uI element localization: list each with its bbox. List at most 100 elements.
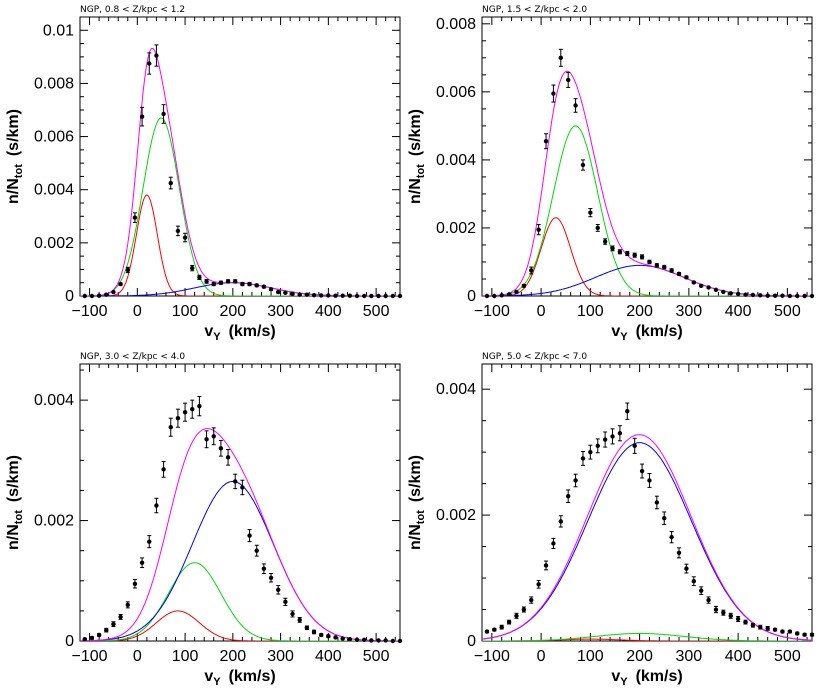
y-axis-label: n/Ntot (s/km) bbox=[407, 109, 427, 204]
data-point bbox=[154, 53, 159, 58]
data-point bbox=[728, 291, 733, 296]
y-axis-label-sub: tot bbox=[415, 164, 427, 178]
data-point bbox=[340, 636, 345, 641]
data-point bbox=[625, 251, 630, 256]
x-axis-label: vY (km/s) bbox=[611, 323, 682, 343]
data-point bbox=[111, 621, 116, 627]
y-axis-label-main: n/N bbox=[407, 178, 424, 204]
data-point bbox=[326, 633, 331, 639]
data-point bbox=[390, 638, 396, 644]
data-point bbox=[551, 91, 556, 96]
x-axis-label: vY (km/s) bbox=[204, 323, 275, 343]
data-point bbox=[233, 479, 238, 484]
data-point bbox=[632, 443, 637, 449]
x-tick-label: 400 bbox=[315, 648, 342, 665]
data-point bbox=[225, 279, 231, 284]
curve-halo bbox=[482, 442, 812, 641]
data-point bbox=[662, 516, 667, 521]
data-point bbox=[514, 289, 519, 295]
data-point bbox=[684, 566, 689, 571]
x-tick-label: 100 bbox=[577, 648, 604, 665]
x-axis-label-sub: Y bbox=[213, 676, 221, 688]
data-point bbox=[610, 246, 615, 251]
data-point bbox=[662, 264, 667, 270]
data-point bbox=[154, 503, 159, 508]
data-point bbox=[369, 638, 374, 643]
data-point bbox=[691, 578, 696, 584]
data-point bbox=[311, 293, 317, 298]
data-point bbox=[161, 467, 166, 472]
data-point bbox=[182, 409, 188, 415]
data-point bbox=[118, 614, 123, 620]
data-point bbox=[588, 210, 593, 215]
data-point bbox=[536, 227, 541, 232]
data-point bbox=[304, 292, 310, 297]
data-point bbox=[354, 637, 360, 642]
x-axis-label: vY (km/s) bbox=[204, 668, 275, 688]
data-point bbox=[211, 281, 216, 287]
data-point bbox=[506, 292, 512, 297]
data-point bbox=[89, 635, 95, 641]
data-point bbox=[204, 279, 209, 284]
data-point bbox=[390, 293, 396, 299]
y-axis-label: n/Ntot (s/km) bbox=[5, 109, 25, 204]
data-point bbox=[499, 293, 504, 298]
data-point bbox=[698, 588, 704, 593]
x-tick-label: 400 bbox=[725, 303, 752, 320]
data-point bbox=[780, 293, 785, 298]
data-point bbox=[190, 406, 195, 412]
data-point bbox=[276, 587, 281, 593]
plot-frame bbox=[79, 363, 401, 642]
panel-title: NGP, 5.0 < Z/kpc < 7.0 bbox=[482, 352, 587, 362]
data-point bbox=[706, 285, 711, 290]
data-point bbox=[654, 263, 660, 268]
curve-thick-disk bbox=[482, 632, 812, 641]
data-point bbox=[750, 292, 756, 298]
y-axis-label-unit: (s/km) bbox=[5, 455, 22, 502]
data-point bbox=[276, 289, 281, 295]
data-point bbox=[326, 293, 331, 298]
data-point bbox=[175, 228, 181, 234]
x-axis-label-unit: (km/s) bbox=[636, 323, 683, 340]
panel-2: NGP, 1.5 < Z/kpc < 2.0−100 0 100 200 300 400 5… bbox=[407, 5, 815, 343]
data-point bbox=[333, 293, 338, 298]
x-tick-label: 300 bbox=[267, 303, 294, 320]
data-point bbox=[104, 627, 109, 633]
data-point bbox=[104, 292, 109, 297]
data-point bbox=[261, 566, 267, 571]
data-point bbox=[268, 575, 274, 580]
data-point bbox=[225, 455, 231, 460]
data-point bbox=[647, 478, 652, 483]
y-axis-label-main: n/N bbox=[5, 524, 22, 550]
x-tick-label: 0 bbox=[133, 648, 142, 665]
panel-title: NGP, 1.5 < Z/kpc < 2.0 bbox=[482, 5, 587, 15]
data-point bbox=[802, 632, 807, 637]
data-point bbox=[676, 550, 682, 556]
data-point bbox=[125, 602, 130, 608]
y-tick-label: 0.006 bbox=[34, 129, 74, 146]
data-point bbox=[565, 494, 571, 499]
data-point bbox=[197, 275, 202, 280]
data-point bbox=[758, 293, 763, 298]
data-point bbox=[197, 403, 202, 409]
data-point bbox=[161, 111, 166, 117]
data-point bbox=[211, 434, 216, 439]
x-tick-label: 500 bbox=[774, 648, 801, 665]
data-point bbox=[397, 293, 403, 299]
data-point bbox=[536, 582, 541, 587]
x-tick-label: 200 bbox=[626, 648, 653, 665]
y-axis-label: n/Ntot (s/km) bbox=[407, 455, 427, 550]
x-axis-label-main: v bbox=[204, 668, 213, 685]
x-tick-label: −100 bbox=[72, 648, 108, 665]
data-point bbox=[89, 293, 95, 299]
y-tick-label: 0.008 bbox=[436, 16, 476, 33]
data-point bbox=[721, 289, 726, 295]
data-point bbox=[347, 293, 353, 298]
y-tick-label: 0.006 bbox=[436, 84, 476, 101]
data-point bbox=[492, 627, 497, 632]
data-point bbox=[254, 283, 259, 288]
data-point bbox=[809, 632, 815, 637]
y-tick-label: 0 bbox=[65, 633, 74, 650]
data-point bbox=[268, 287, 274, 292]
